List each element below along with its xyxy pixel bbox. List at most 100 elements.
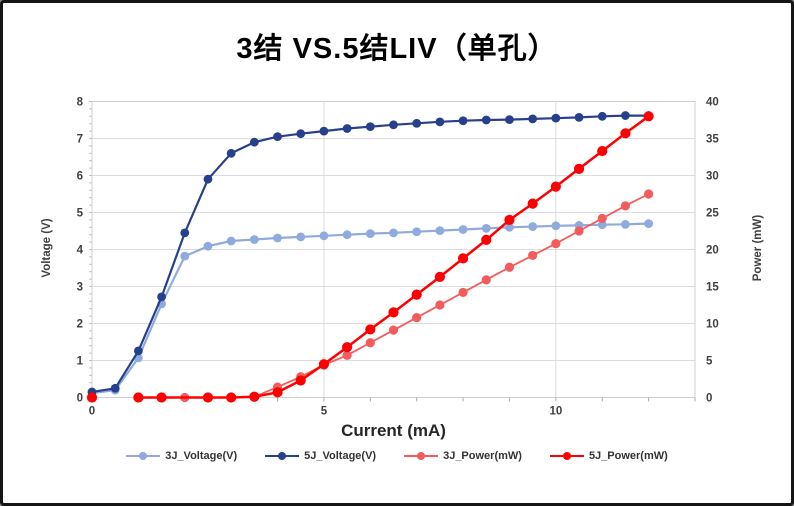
data-point-marker bbox=[621, 111, 630, 120]
data-point-marker bbox=[574, 113, 584, 122]
y-left-tick-label: 8 bbox=[77, 97, 84, 109]
legend-label: 5J_Voltage(V) bbox=[304, 450, 377, 462]
data-point-marker bbox=[342, 230, 352, 240]
legend: 3J_Voltage(V) 5J_Voltage(V) 3J_Power(mW) 5J… bbox=[3, 450, 791, 462]
data-point-marker bbox=[481, 234, 492, 245]
data-point-marker bbox=[296, 129, 306, 139]
y-left-tick-label: 6 bbox=[77, 171, 83, 183]
y-left-tick-label: 1 bbox=[77, 356, 84, 368]
y-left-tick-label: 4 bbox=[77, 245, 84, 257]
data-point-marker bbox=[249, 137, 259, 147]
data-point-marker bbox=[527, 198, 538, 209]
x-tick-label: 0 bbox=[89, 406, 95, 418]
data-point-marker bbox=[434, 271, 445, 282]
data-point-marker bbox=[644, 189, 654, 199]
legend-item: 3J_Power(mW) bbox=[404, 450, 522, 462]
y-right-tick-label: 25 bbox=[706, 208, 719, 220]
data-point-marker bbox=[110, 383, 120, 393]
data-point-marker bbox=[597, 111, 607, 121]
data-point-marker bbox=[249, 235, 259, 244]
data-point-marker bbox=[272, 387, 283, 398]
data-point-marker bbox=[389, 120, 398, 130]
y-left-tick-label: 7 bbox=[77, 134, 83, 146]
data-point-marker bbox=[573, 163, 585, 174]
data-point-marker bbox=[435, 226, 445, 236]
legend-marker-icon bbox=[549, 451, 584, 461]
legend-item: 3J_Voltage(V) bbox=[126, 450, 237, 462]
data-point-marker bbox=[412, 227, 422, 237]
data-point-marker bbox=[597, 220, 607, 230]
data-point-marker bbox=[551, 238, 561, 249]
y-right-tick-label: 0 bbox=[706, 393, 712, 405]
data-point-marker bbox=[481, 224, 491, 233]
data-point-marker bbox=[365, 324, 376, 335]
data-point-marker bbox=[296, 232, 306, 242]
data-point-marker bbox=[133, 346, 143, 356]
data-point-marker bbox=[319, 126, 329, 136]
data-point-marker bbox=[481, 275, 491, 285]
data-point-marker bbox=[389, 228, 398, 238]
data-point-marker bbox=[528, 114, 538, 124]
x-tick-label: 5 bbox=[321, 406, 328, 418]
legend-marker-icon bbox=[265, 451, 300, 461]
data-point-marker bbox=[365, 122, 375, 132]
data-point-marker bbox=[156, 392, 167, 403]
data-point-marker bbox=[202, 392, 214, 403]
x-axis-title: Current (mA) bbox=[341, 421, 446, 440]
plot-area: 0 1 2 3 4 5 6 7 8 0 5 10 15 20 25 30 35 40 0 5 10 bbox=[77, 97, 720, 418]
data-point-marker bbox=[342, 124, 352, 133]
data-point-marker bbox=[226, 148, 236, 158]
data-point-marker bbox=[249, 391, 260, 402]
data-point-marker bbox=[505, 115, 514, 125]
data-point-marker bbox=[273, 233, 282, 243]
legend-marker-icon bbox=[126, 451, 161, 461]
data-point-marker bbox=[180, 251, 190, 261]
data-point-marker bbox=[620, 201, 631, 211]
legend-marker-icon bbox=[404, 451, 439, 461]
data-point-marker bbox=[504, 214, 515, 225]
data-point-marker bbox=[643, 111, 654, 122]
data-point-marker bbox=[388, 307, 399, 318]
legend-label: 3J_Voltage(V) bbox=[165, 450, 238, 462]
data-point-marker bbox=[504, 262, 515, 272]
chart-title: 3结 VS.5结LIV（单孔） bbox=[236, 33, 558, 65]
data-point-marker bbox=[388, 325, 399, 335]
data-point-marker bbox=[412, 312, 422, 323]
data-point-marker bbox=[319, 231, 329, 241]
data-point-marker bbox=[180, 228, 190, 238]
data-point-marker bbox=[365, 229, 375, 238]
series-line-5j-voltage-v- bbox=[90, 114, 650, 393]
data-point-marker bbox=[411, 289, 422, 300]
data-point-marker bbox=[295, 375, 306, 386]
data-point-marker bbox=[528, 250, 538, 261]
data-point-marker bbox=[157, 292, 166, 302]
data-point-marker bbox=[597, 145, 608, 157]
y-left-tick-label: 3 bbox=[77, 282, 83, 294]
data-point-marker bbox=[597, 213, 607, 224]
data-point-marker bbox=[481, 115, 491, 125]
data-point-marker bbox=[457, 253, 469, 264]
data-point-marker bbox=[318, 359, 330, 370]
legend-label: 3J_Power(mW) bbox=[443, 450, 522, 462]
y-right-axis-title: Power (mW) bbox=[752, 214, 764, 282]
y-left-tick-label: 5 bbox=[77, 208, 84, 220]
data-point-marker bbox=[365, 338, 375, 348]
y-right-tick-label: 20 bbox=[706, 245, 719, 257]
y-left-axis-title: Voltage (V) bbox=[41, 218, 53, 278]
legend-item: 5J_Power(mW) bbox=[549, 450, 668, 462]
data-point-marker bbox=[621, 219, 630, 229]
data-point-marker bbox=[644, 219, 654, 229]
data-point-marker bbox=[551, 113, 561, 123]
data-point-marker bbox=[458, 287, 468, 298]
data-point-marker bbox=[273, 132, 282, 142]
legend-item: 5J_Voltage(V) bbox=[265, 450, 376, 462]
y-right-tick-label: 10 bbox=[706, 319, 719, 331]
data-point-marker bbox=[551, 221, 561, 231]
data-point-marker bbox=[342, 350, 352, 360]
y-left-tick-label: 0 bbox=[77, 393, 83, 405]
x-tick-label: 10 bbox=[549, 406, 562, 418]
data-point-marker bbox=[435, 300, 445, 310]
data-point-marker bbox=[86, 392, 98, 403]
data-point-marker bbox=[458, 225, 468, 234]
